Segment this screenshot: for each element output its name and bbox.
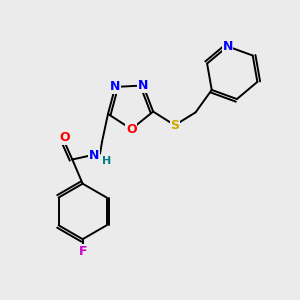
Text: N: N — [222, 40, 233, 53]
Text: S: S — [170, 119, 179, 132]
Text: H: H — [102, 155, 111, 166]
Text: O: O — [126, 123, 137, 136]
Text: F: F — [78, 244, 87, 258]
Text: O: O — [59, 131, 70, 144]
Text: N: N — [110, 80, 120, 93]
Text: N: N — [138, 79, 148, 92]
Text: N: N — [89, 149, 99, 162]
